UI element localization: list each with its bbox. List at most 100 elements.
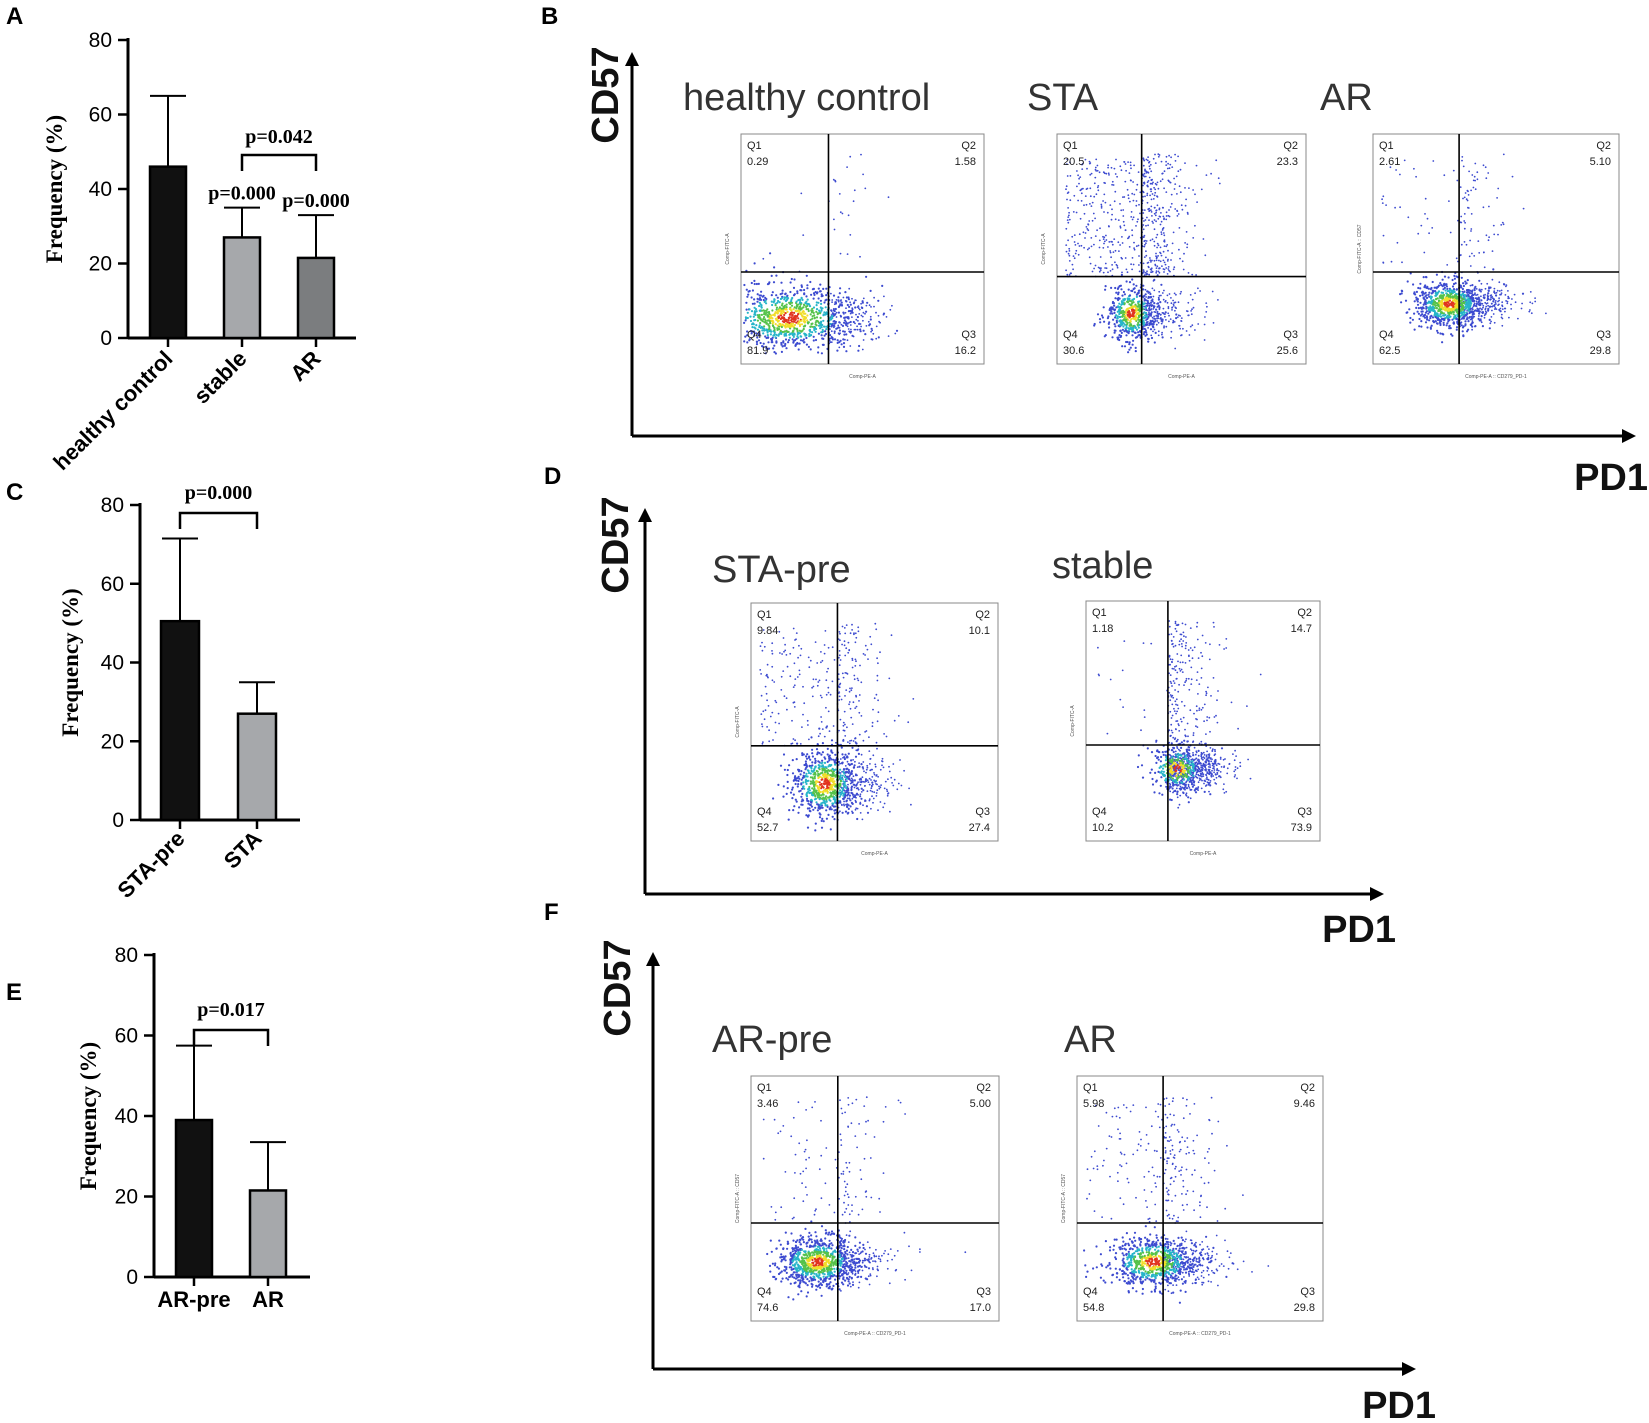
event-dot [1156,312,1159,315]
event-dot [773,331,776,334]
event-dot [1466,310,1468,312]
event-dot [821,294,824,297]
event-dot [807,756,811,759]
event-dot [1157,270,1160,273]
event-dot [1162,206,1164,209]
event-dot [1483,316,1486,319]
event-dot [841,643,843,646]
event-dot [850,309,854,312]
event-dot [820,696,823,699]
event-dot [1163,271,1165,273]
event-dot [845,799,848,802]
event-dot [828,769,831,773]
event-dot [1114,297,1117,300]
event-dot [1094,166,1097,169]
event-dot [810,791,813,795]
event-dot [1157,155,1160,158]
event-dot [778,301,781,304]
event-dot [1413,312,1416,315]
event-dot [1121,294,1124,297]
event-dot [853,632,855,635]
event-dot [806,319,809,322]
event-dot [1153,219,1156,221]
event-dot [891,304,893,307]
event-dot [864,312,866,315]
event-dot [793,278,796,281]
event-dot [849,155,852,158]
event-dot [1463,296,1466,299]
event-dot [1089,187,1092,190]
event-dot [1437,314,1440,318]
event-dot [1444,299,1447,302]
event-dot [1165,256,1167,259]
event-dot [1395,169,1397,171]
event-dot [1111,336,1114,339]
event-dot [1124,319,1127,322]
event-dot [1123,224,1126,227]
event-dot [846,760,849,763]
event-dot [897,782,900,785]
event-dot [1417,307,1420,310]
event-dot [1099,256,1102,258]
event-dot [860,753,863,756]
event-dot [850,785,854,788]
event-dot [1404,299,1408,302]
event-dot [856,315,860,319]
event-dot [866,766,869,769]
event-dot [805,814,808,817]
event-dot [848,794,852,797]
event-dot [1436,322,1439,325]
event-dot [1405,311,1408,314]
quadrant-value-q4: 81.9 [747,345,768,357]
event-dot [1446,322,1449,325]
event-dot [1160,317,1162,319]
event-dot [833,796,836,799]
event-dot [812,791,815,794]
event-dot [1068,247,1071,250]
event-dot [1143,175,1146,178]
event-dot [1489,322,1492,325]
event-dot [1502,223,1505,226]
event-dot [793,776,797,780]
event-dot [823,756,826,759]
event-dot [812,311,815,314]
event-dot [789,301,793,304]
quadrant-value-q3: 27.4 [969,822,990,834]
event-dot [791,772,795,775]
event-dot [1169,710,1172,713]
event-dot [1120,273,1123,276]
event-dot [1166,260,1169,262]
event-dot [784,308,787,311]
event-dot [816,809,820,812]
event-dot [771,317,774,320]
event-dot [1436,318,1440,322]
event-dot [1077,242,1079,245]
event-dot [883,295,885,298]
event-dot [1470,230,1472,232]
event-dot [815,801,818,804]
event-dot [778,328,781,331]
event-dot [766,311,769,314]
event-dot [897,715,900,717]
event-dot [818,312,822,315]
event-dot [845,647,848,650]
event-dot [786,321,789,324]
event-dot [774,699,777,702]
event-dot [1119,284,1122,287]
event-dot [1119,305,1122,308]
event-dot [818,786,821,789]
event-dot [809,776,813,779]
event-dot [1446,264,1449,266]
event-dot [868,304,871,307]
event-dot [1489,286,1492,289]
event-dot [1138,255,1140,257]
event-dot [1177,155,1179,158]
event-dot [1124,257,1127,259]
event-dot [754,327,757,330]
event-dot [1156,302,1160,305]
quadrant-value-q3: 16.2 [955,345,976,357]
event-dot [1167,266,1170,268]
event-dot [1137,302,1140,305]
event-dot [761,345,764,348]
